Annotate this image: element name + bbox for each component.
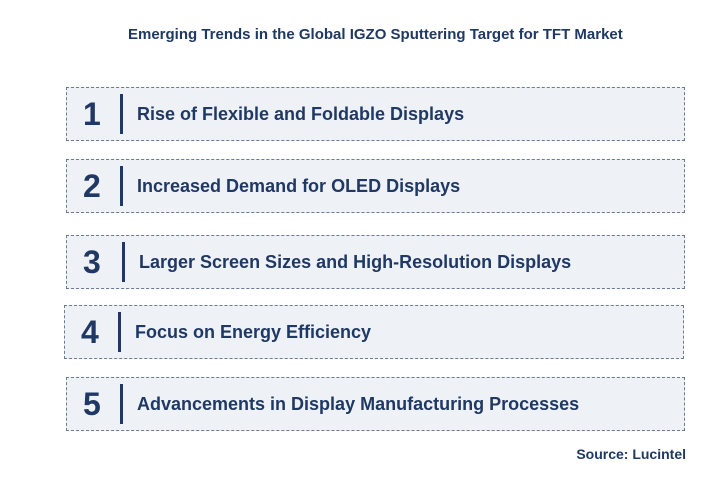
trend-row-1: 1 Rise of Flexible and Foldable Displays [66, 87, 685, 141]
trend-row-2: 2 Increased Demand for OLED Displays [66, 159, 685, 213]
source-credit: Source: Lucintel [576, 446, 686, 462]
trend-divider [120, 384, 123, 424]
trend-row-5: 5 Advancements in Display Manufacturing … [66, 377, 685, 431]
trend-label: Advancements in Display Manufacturing Pr… [137, 393, 580, 414]
trend-label: Larger Screen Sizes and High-Resolution … [139, 251, 572, 272]
trend-row-3: 3 Larger Screen Sizes and High-Resolutio… [66, 235, 685, 289]
trend-label: Increased Demand for OLED Displays [137, 175, 461, 196]
diagram-title: Emerging Trends in the Global IGZO Sputt… [128, 26, 623, 43]
trend-divider [120, 94, 123, 134]
trend-number: 5 [83, 385, 101, 422]
trend-divider [118, 312, 121, 352]
trend-label: Focus on Energy Efficiency [135, 321, 372, 342]
trend-number: 4 [81, 313, 99, 350]
trend-number: 3 [83, 243, 101, 280]
trend-divider [120, 166, 123, 206]
trend-row-4: 4 Focus on Energy Efficiency [64, 305, 684, 359]
trend-label: Rise of Flexible and Foldable Displays [137, 103, 465, 124]
trend-number: 2 [83, 167, 101, 204]
trend-divider [122, 242, 125, 282]
trend-number: 1 [83, 95, 101, 132]
